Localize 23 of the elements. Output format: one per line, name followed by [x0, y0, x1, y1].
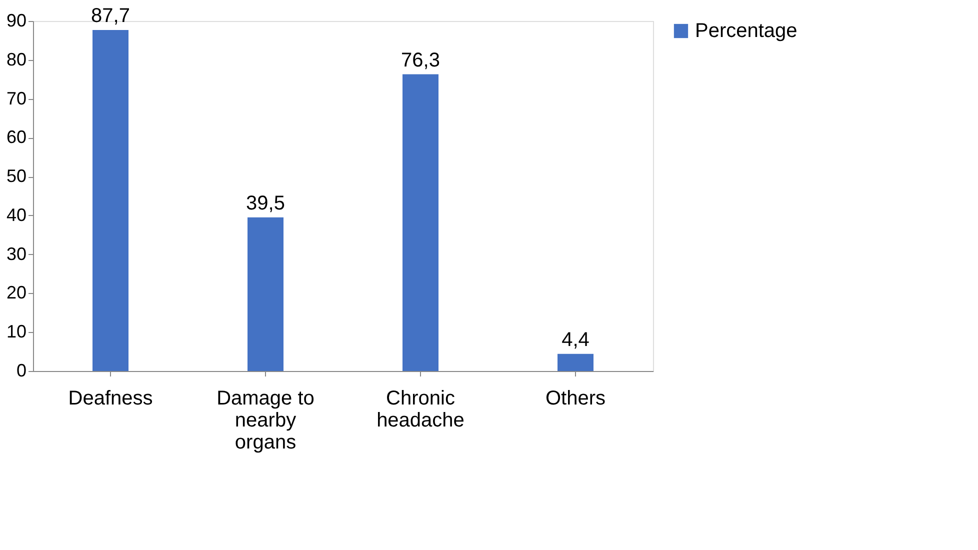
y-tick-label: 80 [6, 49, 26, 70]
x-tick-label: Chronic headache [376, 388, 464, 432]
legend-label: Percentage [695, 20, 798, 42]
y-tick-label: 10 [6, 322, 26, 342]
data-label: 4,4 [562, 328, 590, 351]
y-tick-label: 60 [6, 127, 26, 148]
data-label: 76,3 [401, 49, 440, 72]
y-tick-label: 90 [6, 10, 26, 30]
y-tick-label: 40 [6, 204, 26, 225]
data-label: 39,5 [246, 192, 285, 214]
y-tick-label: 20 [6, 282, 26, 303]
bar [92, 30, 128, 371]
x-tick-label: Deafness [68, 388, 153, 410]
bar [248, 217, 284, 371]
data-label: 87,7 [91, 4, 130, 27]
bar [402, 74, 438, 371]
x-tick-label: Others [545, 388, 606, 410]
x-tick-label: Damage to nearby organs [216, 388, 314, 454]
y-tick-label: 30 [6, 244, 26, 264]
y-tick-label: 50 [6, 166, 26, 186]
bar [558, 354, 594, 371]
y-tick-label: 70 [6, 88, 26, 108]
y-tick-label: 0 [16, 360, 26, 380]
